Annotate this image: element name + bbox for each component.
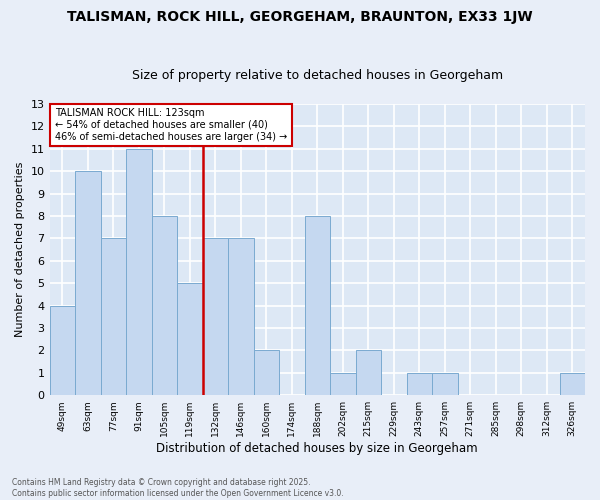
Bar xyxy=(407,373,432,395)
Bar xyxy=(432,373,458,395)
Bar xyxy=(101,238,126,395)
Bar xyxy=(177,283,203,395)
Y-axis label: Number of detached properties: Number of detached properties xyxy=(15,162,25,338)
Text: Contains HM Land Registry data © Crown copyright and database right 2025.
Contai: Contains HM Land Registry data © Crown c… xyxy=(12,478,344,498)
Bar xyxy=(356,350,381,395)
Text: TALISMAN ROCK HILL: 123sqm
← 54% of detached houses are smaller (40)
46% of semi: TALISMAN ROCK HILL: 123sqm ← 54% of deta… xyxy=(55,108,287,142)
Bar xyxy=(228,238,254,395)
Bar xyxy=(50,306,75,395)
Bar xyxy=(254,350,279,395)
Bar xyxy=(560,373,585,395)
Bar xyxy=(203,238,228,395)
Bar xyxy=(305,216,330,395)
Title: Size of property relative to detached houses in Georgeham: Size of property relative to detached ho… xyxy=(132,69,503,82)
Bar xyxy=(152,216,177,395)
Text: TALISMAN, ROCK HILL, GEORGEHAM, BRAUNTON, EX33 1JW: TALISMAN, ROCK HILL, GEORGEHAM, BRAUNTON… xyxy=(67,10,533,24)
Bar xyxy=(126,149,152,395)
X-axis label: Distribution of detached houses by size in Georgeham: Distribution of detached houses by size … xyxy=(157,442,478,455)
Bar xyxy=(330,373,356,395)
Bar xyxy=(75,171,101,395)
